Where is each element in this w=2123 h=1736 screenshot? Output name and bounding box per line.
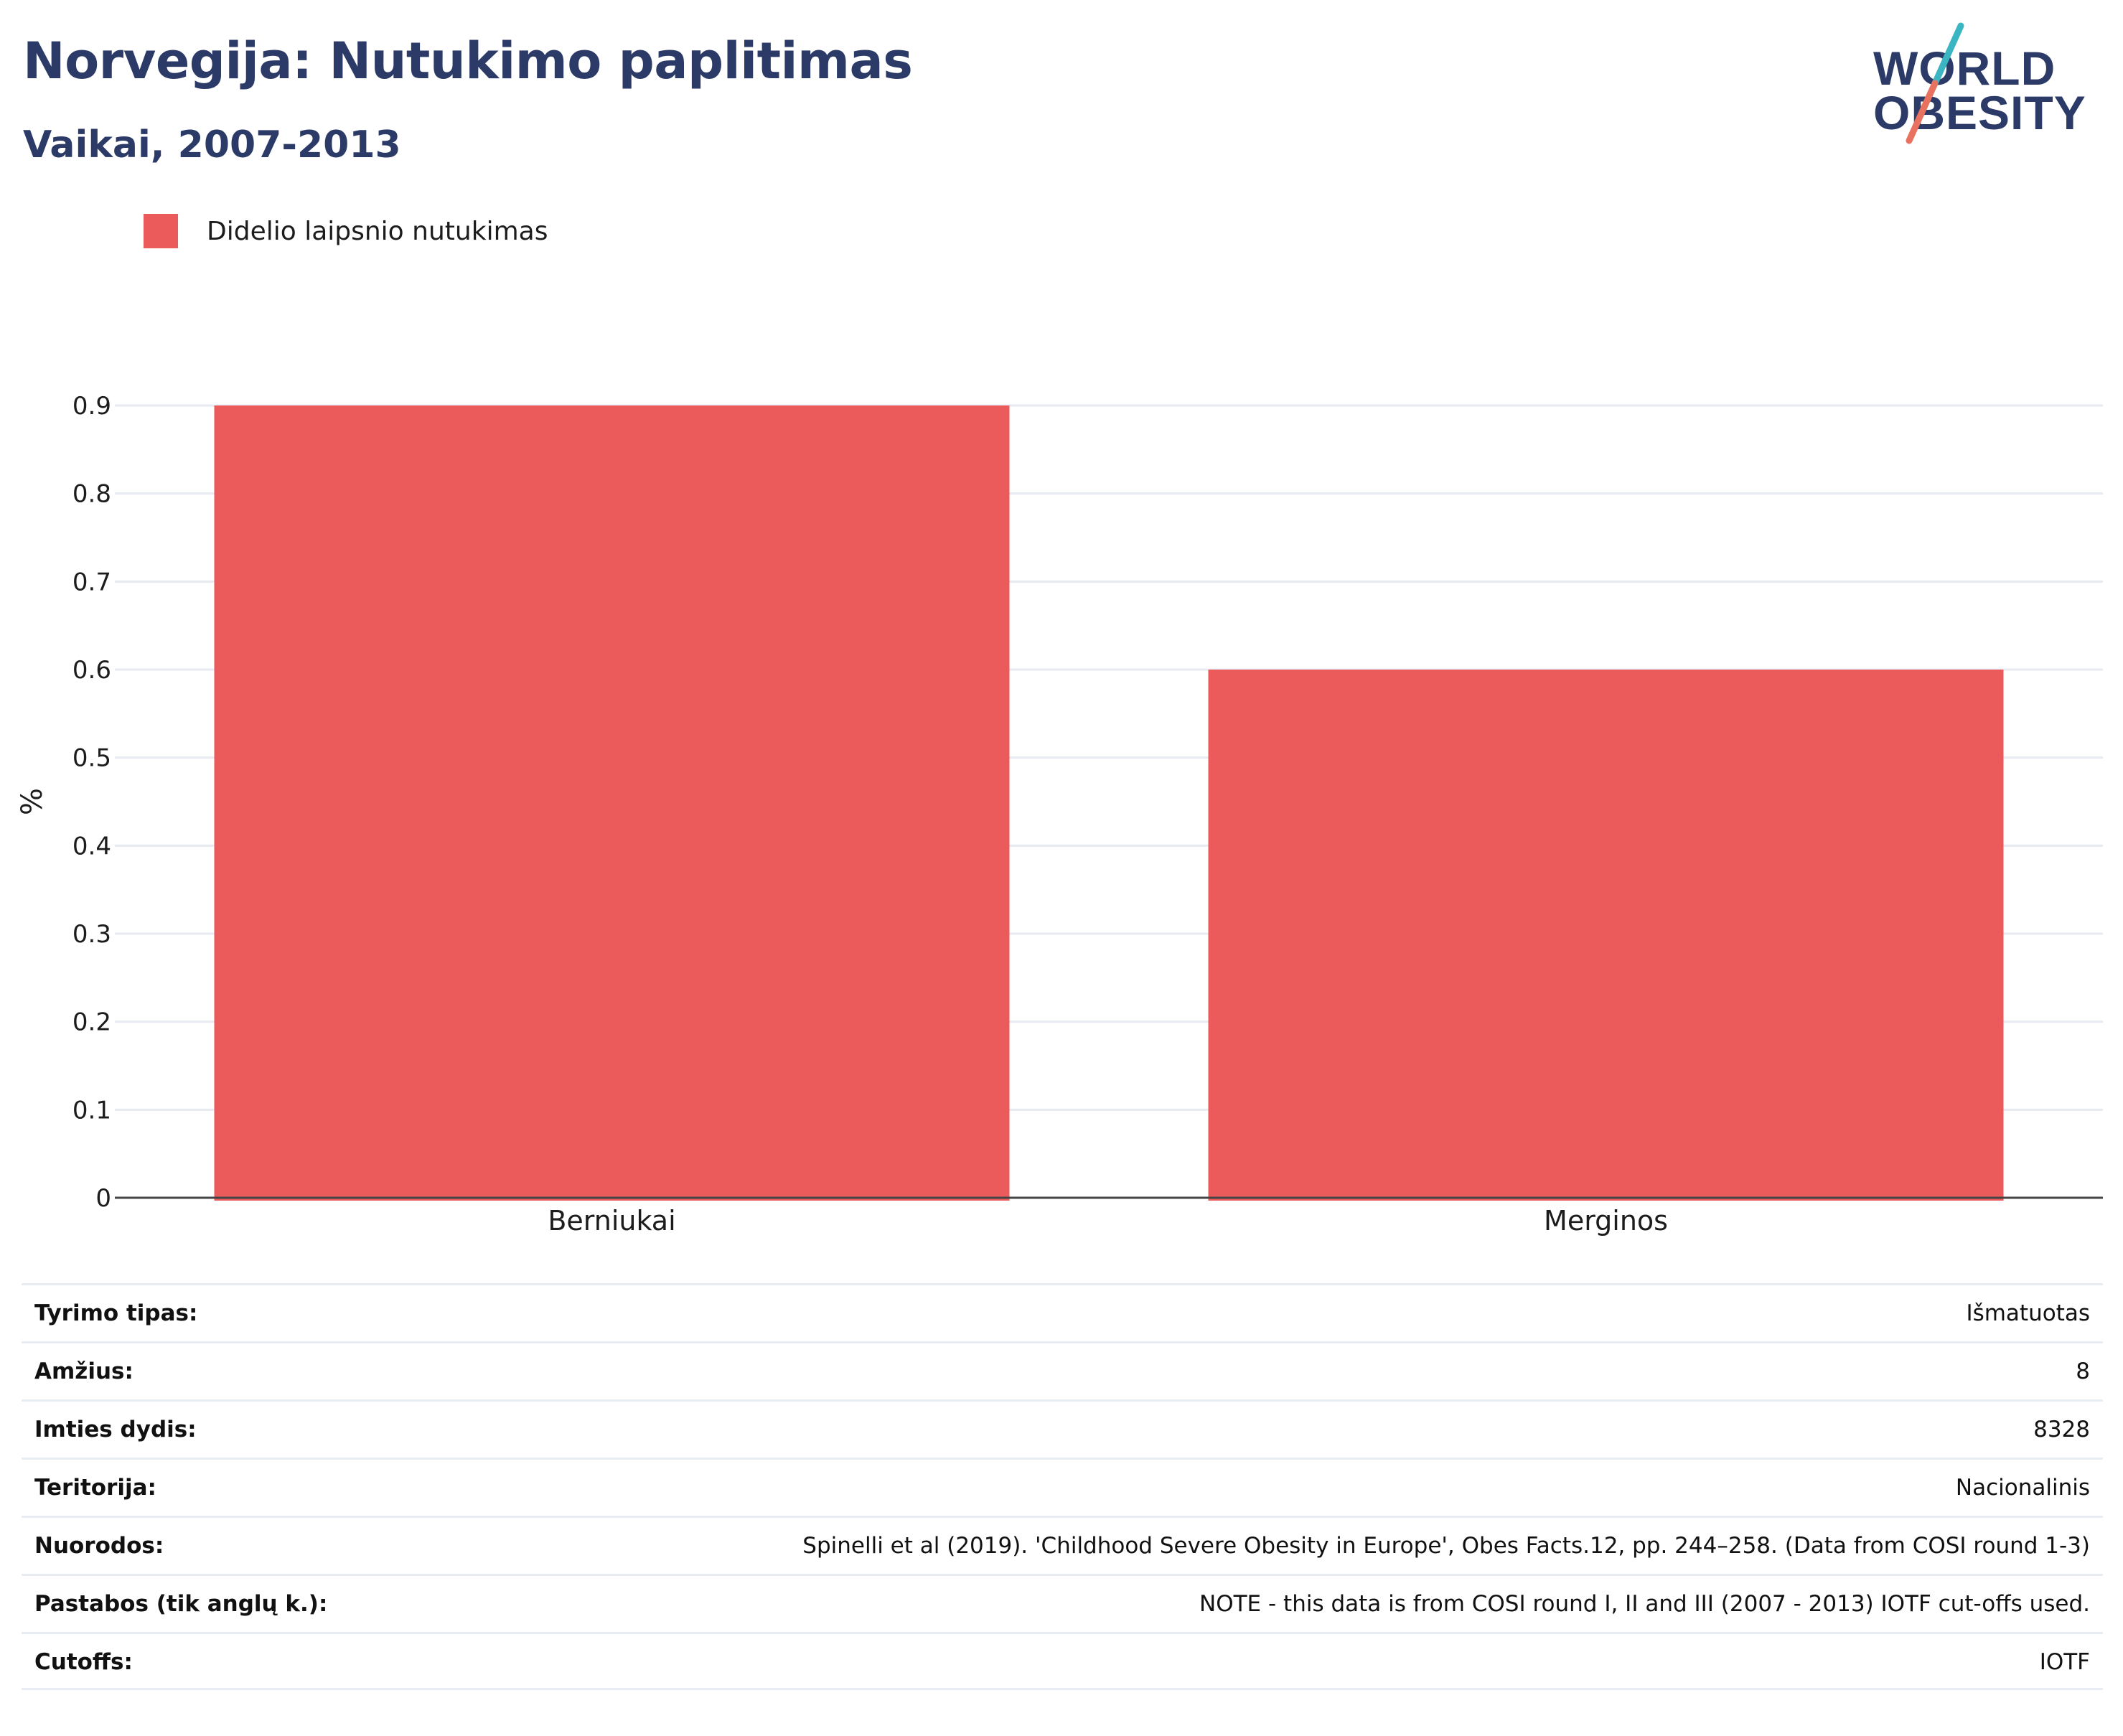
y-tick-label: 0.4 [72, 832, 111, 860]
y-tick-label: 0.9 [72, 392, 111, 421]
info-key: Cutoffs: [34, 1649, 133, 1675]
info-key: Teritorija: [34, 1475, 156, 1501]
info-row-notes: Pastabos (tik anglų k.): NOTE - this dat… [22, 1574, 2103, 1632]
info-value: IOTF [2039, 1649, 2090, 1675]
y-tick-label: 0.6 [72, 656, 111, 685]
info-value: NOTE - this data is from COSI round I, I… [1199, 1591, 2090, 1617]
info-value: Spinelli et al (2019). 'Childhood Severe… [802, 1533, 2090, 1559]
logo-word-world: WORLD [1873, 42, 2056, 95]
y-tick-label: 0.5 [72, 744, 111, 773]
legend-swatch [144, 214, 178, 248]
info-key: Imties dydis: [34, 1417, 197, 1442]
y-tick-label: 0.1 [72, 1096, 111, 1125]
info-value: 8 [2076, 1359, 2090, 1384]
y-axis-title: % [16, 788, 49, 815]
y-tick-label: 0 [95, 1184, 111, 1213]
info-value: 8328 [2033, 1417, 2090, 1442]
x-tick-label: Berniukai [548, 1205, 675, 1237]
info-value: Nacionalinis [1955, 1475, 2090, 1501]
bar-chart: 0 0.1 0.2 0.3 0.4 0.5 0.6 0.7 0.8 0.9 Berniukai Me… [16, 392, 2103, 1237]
chart-title: Norvegija: Nutukimo paplitimas [23, 32, 913, 90]
bar-berniukai [214, 405, 1010, 1201]
info-row-territory: Teritorija: Nacionalinis [22, 1458, 2103, 1516]
bars [214, 405, 2004, 1201]
world-obesity-logo: WORLD OBESITY [1873, 20, 2110, 156]
logo-word-obesity: OBESITY [1873, 86, 2086, 139]
info-row-cutoffs: Cutoffs: IOTF [22, 1632, 2103, 1690]
info-value: Išmatuotas [1966, 1300, 2090, 1326]
metadata-table: Tyrimo tipas: Išmatuotas Amžius: 8 Imtie… [22, 1283, 2103, 1690]
y-tick-label: 0.7 [72, 568, 111, 596]
info-row-study-type: Tyrimo tipas: Išmatuotas [22, 1283, 2103, 1341]
info-row-age: Amžius: 8 [22, 1341, 2103, 1399]
info-key: Pastabos (tik anglų k.): [34, 1591, 328, 1617]
bar-merginos [1208, 670, 2004, 1201]
legend-label: Didelio laipsnio nutukimas [207, 217, 548, 246]
chart-subtitle: Vaikai, 2007-2013 [23, 123, 401, 166]
info-key: Tyrimo tipas: [34, 1300, 198, 1326]
info-key: Nuorodos: [34, 1533, 164, 1559]
info-row-references: Nuorodos: Spinelli et al (2019). 'Childh… [22, 1516, 2103, 1574]
x-tick-label: Merginos [1544, 1205, 1668, 1237]
info-row-sample-size: Imties dydis: 8328 [22, 1399, 2103, 1458]
info-key: Amžius: [34, 1359, 133, 1384]
y-tick-label: 0.3 [72, 920, 111, 949]
y-tick-label: 0.8 [72, 480, 111, 509]
y-tick-label: 0.2 [72, 1008, 111, 1037]
x-tick-labels: Berniukai Merginos [548, 1205, 1668, 1237]
y-tick-labels: 0 0.1 0.2 0.3 0.4 0.5 0.6 0.7 0.8 0.9 [72, 392, 111, 1213]
logo-slash-icon [1906, 22, 1964, 144]
